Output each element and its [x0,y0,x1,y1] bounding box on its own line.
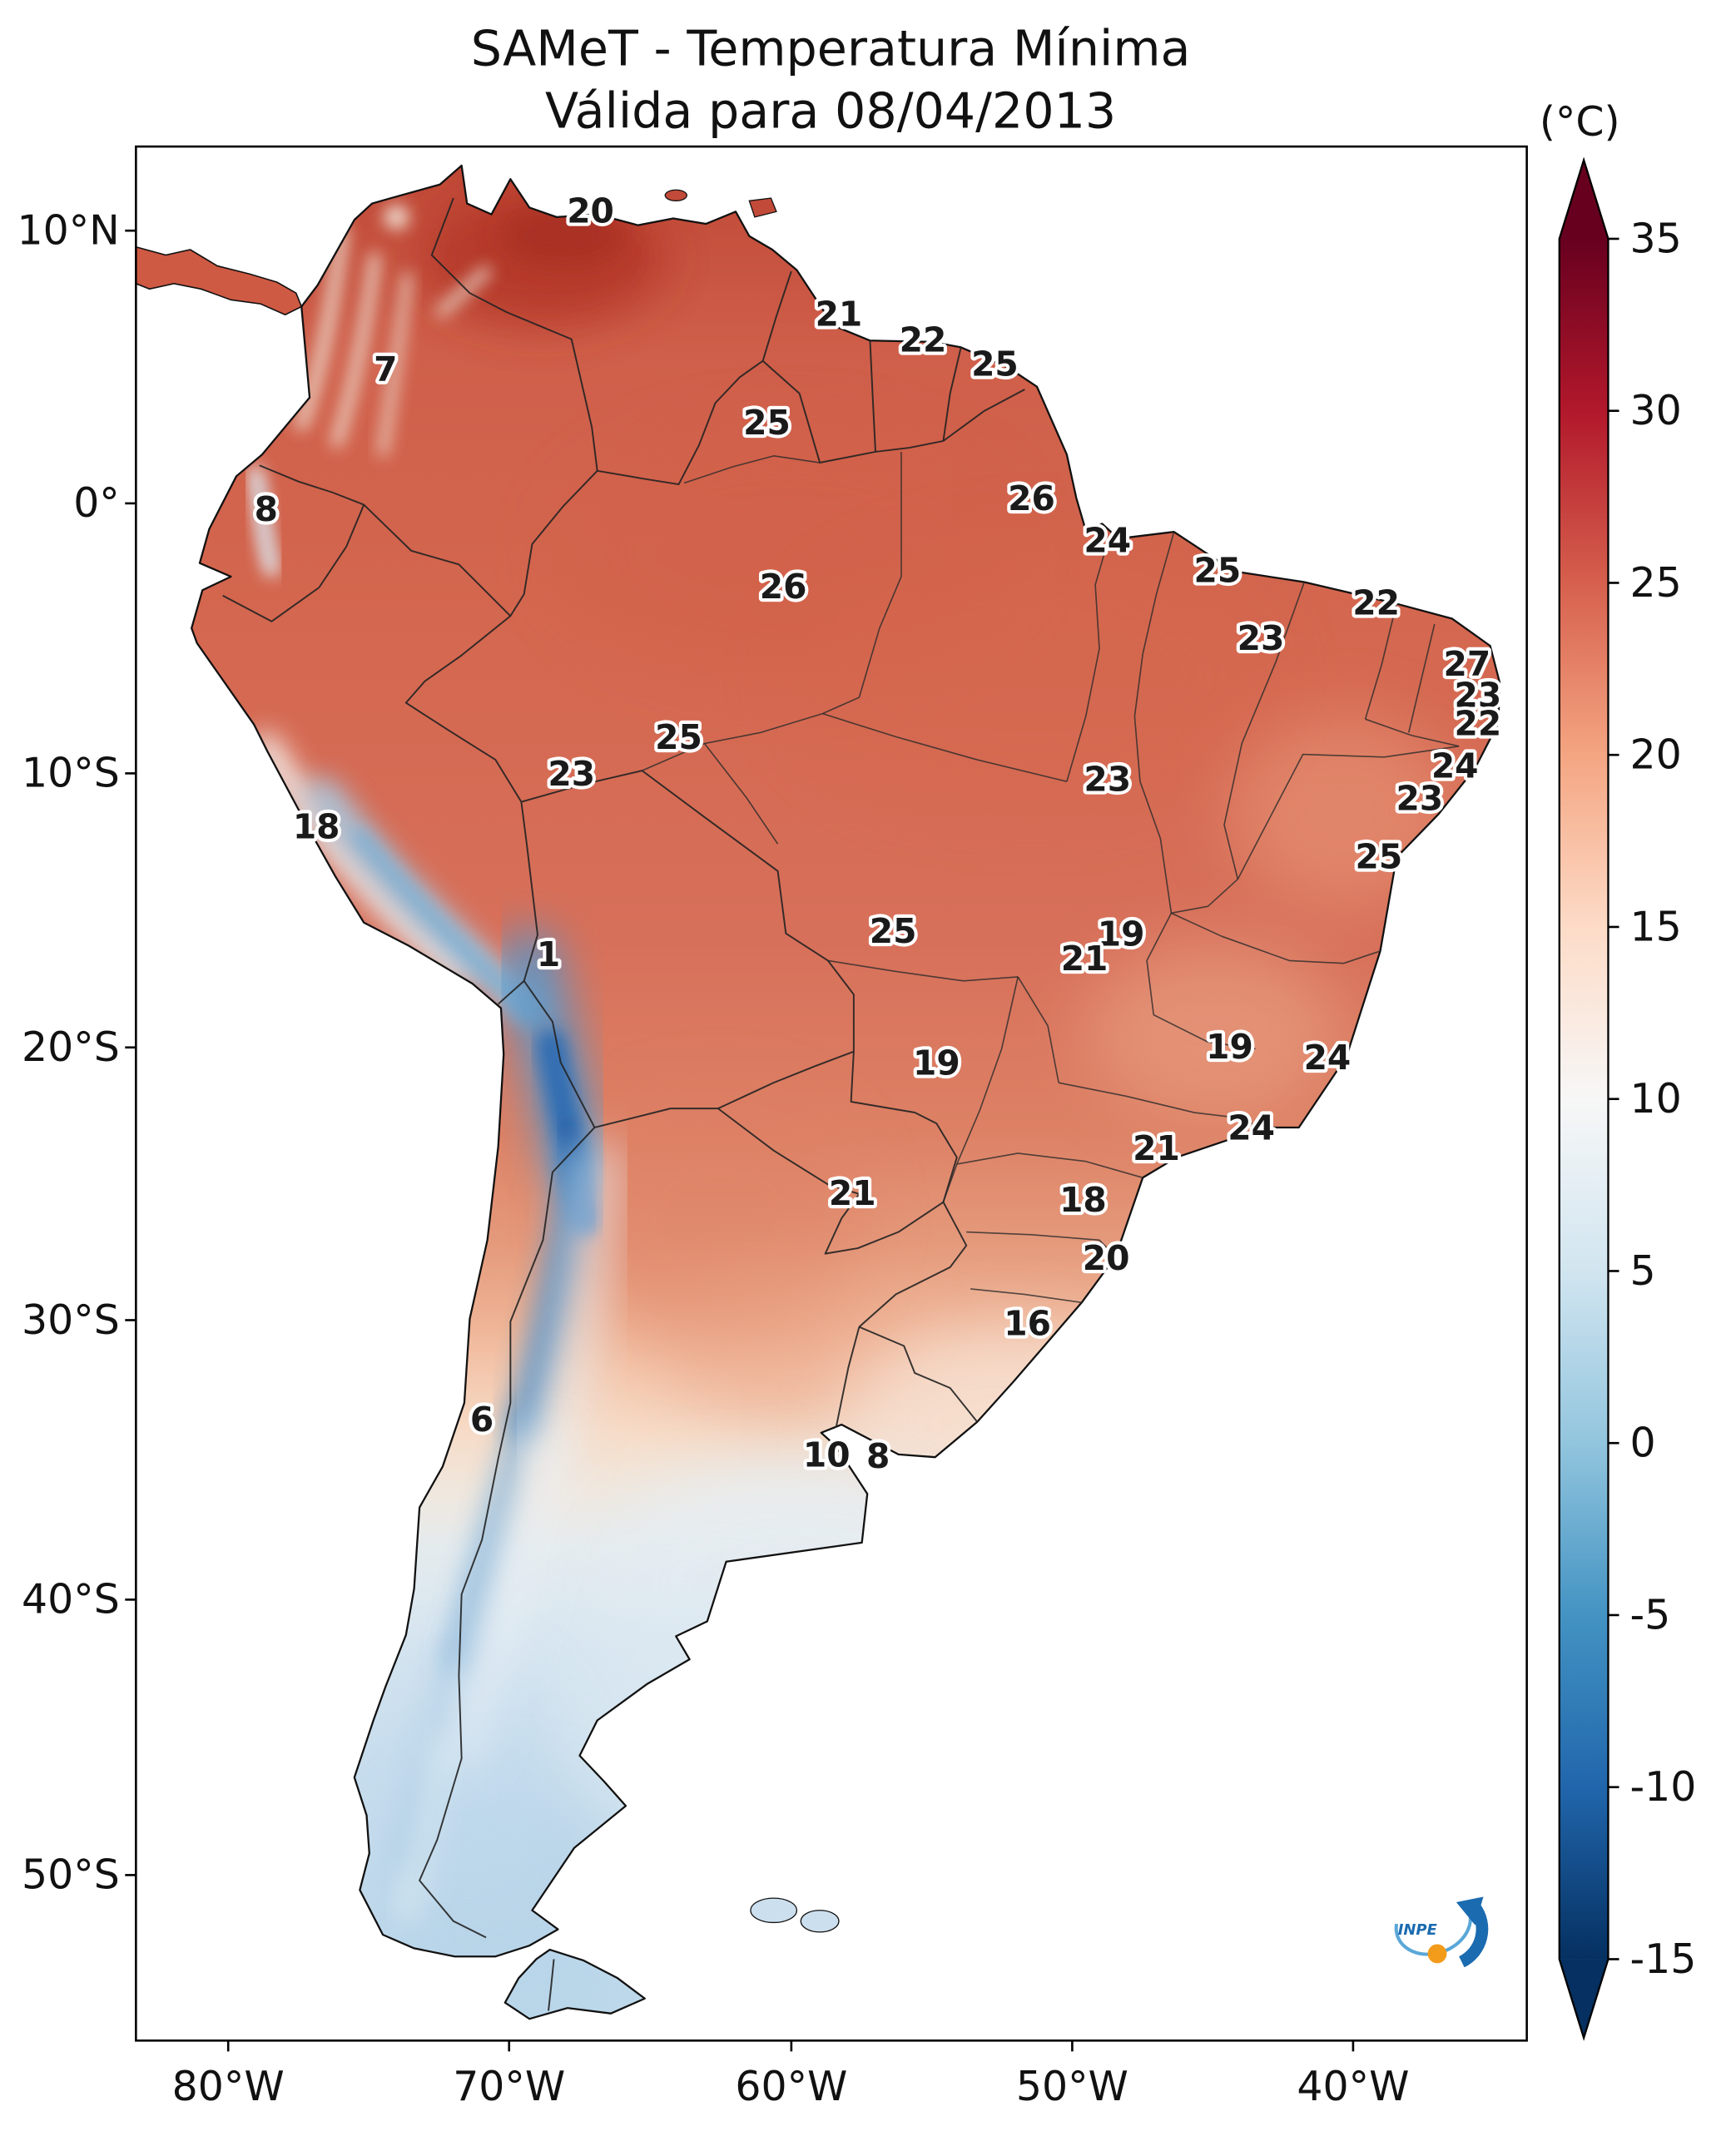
colorbar-tick-label: -5 [1630,1591,1671,1638]
colorbar-tick-label: 15 [1630,903,1682,950]
lat-tick-label: 30°S [22,1296,120,1344]
lat-tick-label: 20°S [22,1023,120,1071]
country-borders [222,197,1025,2011]
station-temperature-label: 21 [1061,939,1109,979]
colorbar-bottom-arrow [1559,1959,1609,2039]
colorbar-top-arrow [1559,160,1609,239]
station-temperature-label: 1 [537,934,560,974]
station-temperature-label: 18 [1059,1180,1107,1220]
lat-tick-label: 0° [73,479,120,527]
station-temperature-label: 19 [913,1043,960,1083]
station-temperature-label: 6 [470,1400,494,1440]
lon-tick-label: 60°W [735,2063,847,2110]
inpe-orange-dot-icon [1427,1944,1447,1964]
colorbar-tick-label: -10 [1630,1763,1697,1811]
station-temperature-label: 25 [655,717,702,757]
station-temperature-label: 24 [1228,1108,1275,1148]
station-temperature-label: 16 [1004,1303,1051,1343]
inpe-logo: INPE [1394,1896,1489,1968]
station-temperature-label: 23 [1238,618,1285,658]
station-temperature-label: 26 [760,567,807,607]
margarita-island [664,189,687,201]
plot-frame [135,145,1528,2042]
station-temperature-label: 22 [900,320,947,359]
islands [135,189,840,1933]
lat-tick-label: 10°N [17,206,119,254]
colorbar-gradient [1559,238,1609,1960]
lon-tick-label: 50°W [1016,2063,1128,2110]
station-temperature-label: 24 [1431,746,1479,786]
station-temperature-label: 25 [743,403,791,443]
lat-tick-label: 40°S [22,1576,120,1623]
station-temperature-label: 24 [1304,1038,1352,1078]
station-temperature-label: 23 [1396,778,1443,818]
station-temperature-label: 21 [816,294,863,334]
station-temperature-label: 19 [1206,1027,1253,1067]
station-temperature-label: 22 [1352,583,1400,623]
station-temperature-label: 27 [1444,644,1491,684]
colorbar-tick-label: 20 [1630,731,1682,779]
map-area: INPE [135,164,1501,2020]
falkland-east-island [800,1910,840,1933]
colorbar-tick-label: 35 [1630,215,1682,262]
colorbar-unit-label: (°C) [1540,98,1620,146]
colorbar-tick-label: 30 [1630,387,1682,434]
station-temperature-label: 25 [1193,550,1241,590]
station-temperature-label: 21 [1133,1128,1180,1168]
latitude-axis: 10°N 0° 10°S 20°S 30°S 40°S 50°S [17,206,136,1899]
colorbar-tick-label: 0 [1630,1420,1656,1467]
station-temperature-label: 20 [1083,1238,1130,1278]
map-subtitle-date: Válida para 08/04/2013 [545,82,1116,139]
station-temperature-label: 25 [870,911,917,951]
station-temperature-label: 21 [829,1173,876,1213]
station-temperature-label: 25 [1356,837,1403,877]
station-temperature-label: 22 [1455,704,1502,744]
colorbar-tick-label: 10 [1630,1075,1682,1123]
map-title: SAMeT - Temperatura Mínima [471,20,1191,77]
lon-tick-label: 40°W [1297,2063,1409,2110]
state-borders [642,451,1460,1304]
station-temperature-label: 25 [971,344,1019,384]
inpe-logo-text: INPE [1398,1921,1437,1939]
falkland-west-island [750,1897,798,1924]
lat-tick-label: 10°S [22,750,120,797]
station-temperature-label: 8 [255,489,278,529]
station-temperature-label: 20 [567,191,614,230]
inpe-arrow-icon [1458,1904,1489,1968]
station-temperature-label: 19 [1098,914,1145,954]
panama-landmass [135,245,303,316]
colorbar-ticks: 35 30 25 20 15 10 5 0 -5 -10 -15 [1608,215,1697,1983]
station-temperature-label: 7 [374,349,397,389]
station-temperature-label: 23 [1084,760,1131,800]
station-temperature-label: 10 [803,1435,851,1475]
temperature-field [191,165,1500,2020]
trinidad-island [748,197,777,218]
colorbar: (°C) 35 30 25 20 15 10 5 0 -5 -10 -15 [1540,98,1697,2041]
colorbar-tick-label: 25 [1630,559,1682,607]
station-temperature-label: 8 [866,1436,890,1476]
longitude-axis: 80°W 70°W 60°W 50°W 40°W [172,2040,1409,2110]
station-temperature-label: 23 [1455,675,1502,715]
lon-tick-label: 70°W [453,2063,565,2110]
lat-tick-label: 50°S [22,1851,120,1899]
station-temperature-label: 18 [293,807,340,847]
station-temperature-label: 26 [1008,478,1055,518]
inpe-arrowhead-icon [1456,1896,1484,1926]
colorbar-tick-label: 5 [1630,1247,1656,1295]
station-temperature-label: 24 [1084,521,1131,561]
station-temperature-label: 23 [548,754,595,794]
lon-tick-label: 80°W [172,2063,285,2110]
colorbar-tick-label: -15 [1630,1935,1697,1983]
